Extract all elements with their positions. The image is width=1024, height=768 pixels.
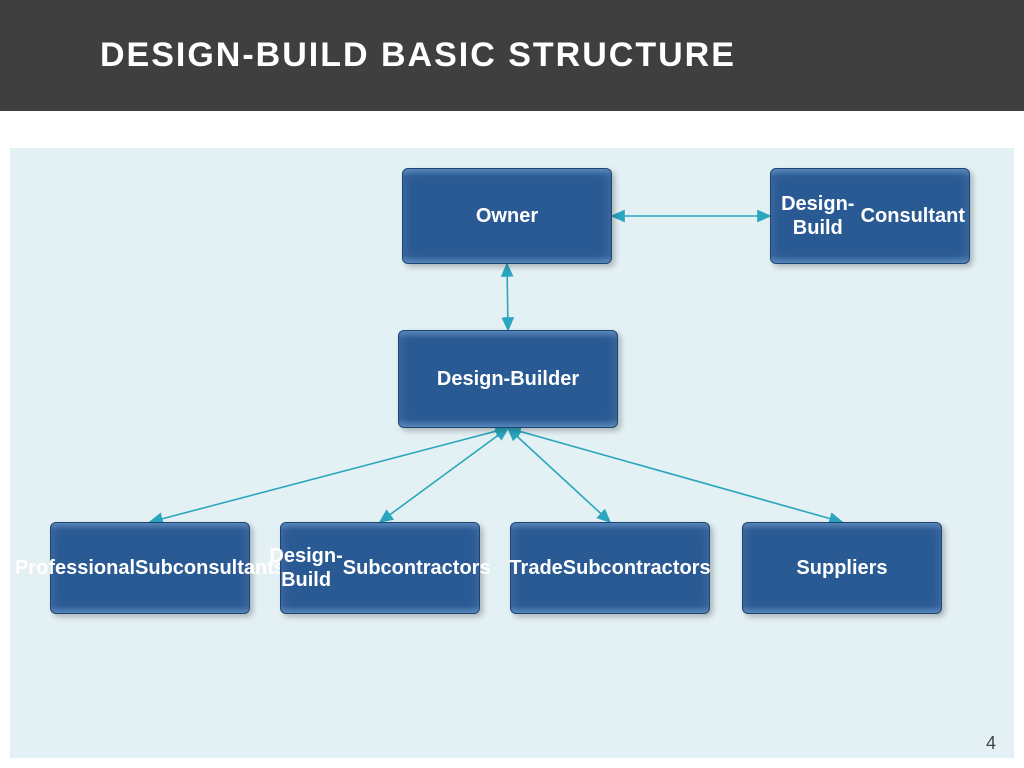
title-bar: DESIGN-BUILD BASIC STRUCTURE xyxy=(0,0,1024,111)
edge-designBuilder-suppliers xyxy=(508,428,842,522)
page-number: 4 xyxy=(986,733,996,754)
node-designBuilder: Design-Builder xyxy=(398,330,618,428)
node-profSub: ProfessionalSubconsultants xyxy=(50,522,250,614)
node-dbSub: Design-BuildSubcontractors xyxy=(280,522,480,614)
edge-designBuilder-tradeSub xyxy=(508,428,610,522)
node-suppliers: Suppliers xyxy=(742,522,942,614)
edge-owner-designBuilder xyxy=(507,264,508,330)
node-tradeSub: TradeSubcontractors xyxy=(510,522,710,614)
edge-designBuilder-dbSub xyxy=(380,428,508,522)
edge-designBuilder-profSub xyxy=(150,428,508,522)
slide-title: DESIGN-BUILD BASIC STRUCTURE xyxy=(100,36,1024,75)
node-consultant: Design-BuildConsultant xyxy=(770,168,970,264)
node-owner: Owner xyxy=(402,168,612,264)
diagram-canvas: Owner Design-BuildConsultant Design-Builde… xyxy=(10,148,1014,758)
